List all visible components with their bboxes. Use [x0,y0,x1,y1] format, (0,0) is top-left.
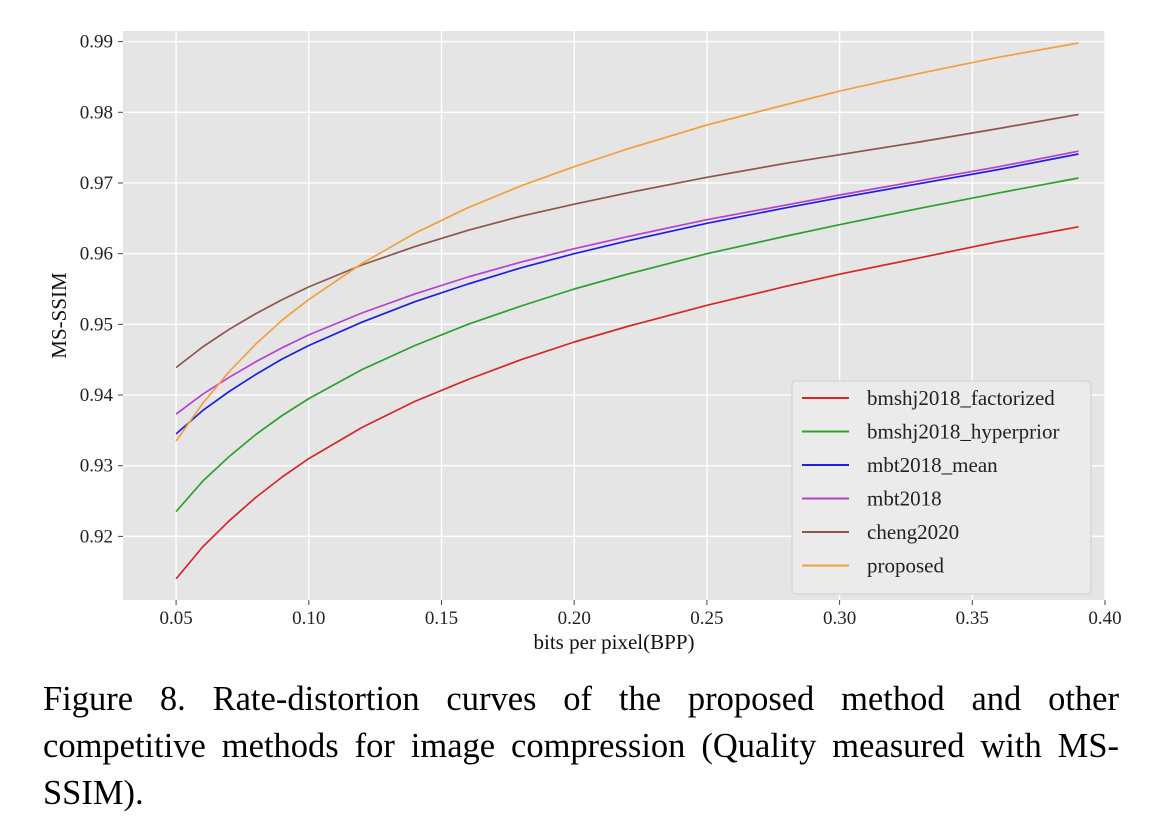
legend-entry-label: mbt2018 [867,487,942,511]
legend-entry-label: bmshj2018_factorized [867,386,1055,410]
x-tick-label: 0.25 [690,608,723,629]
y-tick-label: 0.96 [80,244,113,265]
series-line-mbt2018_mean [175,153,1079,435]
figure-caption: Figure 8. Rate-distortion curves of the … [43,680,1119,812]
legend-entry-label: proposed [867,554,944,578]
x-tick-label: 0.40 [1088,608,1121,629]
y-tick-label: 0.94 [80,385,114,406]
legend-entry-label: bmshj2018_hyperprior [867,420,1059,444]
x-tick-label: 0.20 [558,608,591,629]
chart: 0.05 0.10 0.15 0.20 0.25 0.30 0.35 0.40 0.92 0.9… [47,31,1122,654]
y-tick-label: 0.95 [80,314,113,335]
series-line-bmshj2018_factorized [175,225,1079,580]
series-lines [175,42,1079,580]
y-tick-label: 0.97 [80,173,113,194]
y-axis-ticks: 0.92 0.93 0.94 0.95 0.96 0.97 0.98 0.99 [80,32,123,547]
legend-entry-label: mbt2018_mean [867,453,998,477]
series-line-proposed [175,42,1079,442]
series-line-bmshj2018_hyperprior [175,177,1079,513]
x-tick-label: 0.30 [823,608,856,629]
y-tick-label: 0.98 [80,102,113,123]
y-tick-label: 0.99 [80,32,113,53]
x-tick-label: 0.10 [292,608,325,629]
series-line-cheng2020 [175,113,1079,369]
y-axis-label: MS-SSIM [47,272,71,359]
legend: bmshj2018_factorized bmshj2018_hyperprior… [791,380,1092,595]
y-tick-label: 0.92 [80,526,113,547]
series-line-mbt2018 [175,150,1079,415]
x-tick-label: 0.35 [956,608,989,629]
x-axis-label: bits per pixel(BPP) [534,630,695,654]
legend-box [791,380,1092,595]
legend-entry-label: cheng2020 [867,520,959,544]
chart-svg: 0.05 0.10 0.15 0.20 0.25 0.30 0.35 0.40 0.920.9… [47,31,1122,654]
x-tick-label: 0.05 [159,608,192,629]
y-tick-label: 0.93 [80,456,113,477]
x-axis-ticks: 0.05 0.10 0.15 0.20 0.25 0.30 0.35 0.40 [159,600,1122,629]
x-tick-label: 0.15 [425,608,458,629]
